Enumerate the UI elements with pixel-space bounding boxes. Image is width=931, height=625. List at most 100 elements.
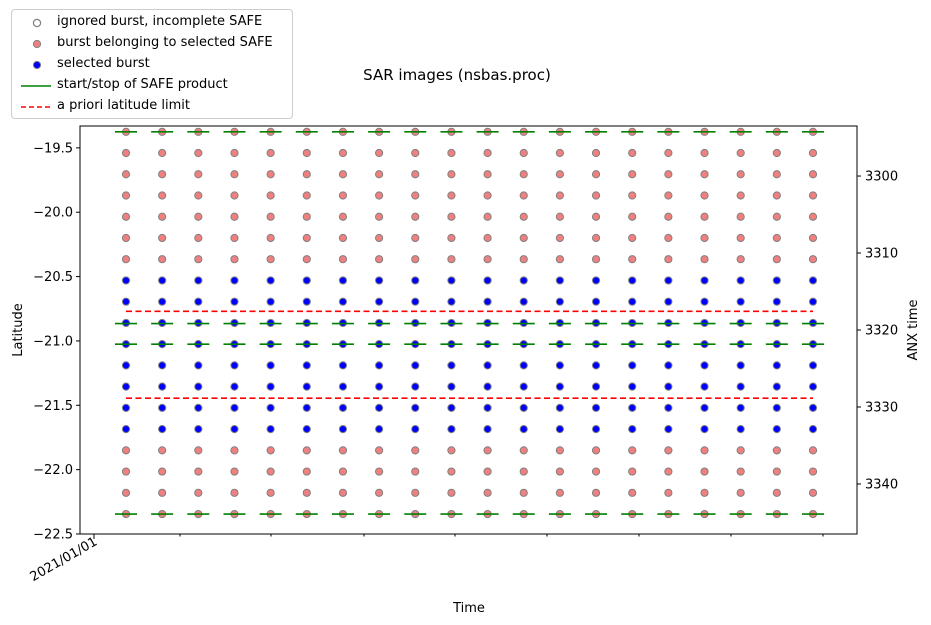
selected-burst-point: [266, 403, 275, 412]
legend-item-belonging: burst belonging to selected SAFE: [12, 33, 292, 54]
safe-burst-point: [411, 212, 420, 221]
safe-burst-point: [808, 255, 818, 264]
selected-burst-point: [230, 425, 239, 434]
selected-burst-point: [591, 382, 601, 391]
safe-burst-point: [411, 148, 420, 158]
selected-burst-point: [447, 276, 456, 285]
selected-burst-point: [121, 403, 131, 412]
safe-burst-point: [483, 191, 492, 200]
selected-burst-point: [700, 403, 709, 412]
selected-burst-point: [447, 403, 456, 412]
safe-burst-point: [411, 170, 420, 179]
selected-burst-point: [194, 425, 203, 434]
safe-burst-point: [519, 488, 528, 497]
selected-burst-point: [158, 276, 167, 285]
safe-burst-point: [447, 191, 456, 200]
y-axis-ticks: −19.5 −20.0 −20.5 −21.0 −21.5 −22.0 −22.5: [33, 141, 80, 543]
selected-burst-point: [266, 297, 275, 306]
safe-burst-point: [266, 488, 275, 497]
y-tick-label: −20.0: [33, 206, 73, 221]
safe-burst-point: [736, 488, 745, 497]
y2-axis-label: ANX time: [906, 299, 921, 360]
y-tick-label: −20.5: [33, 270, 73, 285]
safe-burst-point: [447, 233, 456, 243]
safe-burst-point: [411, 446, 420, 455]
safe-burst-point: [121, 170, 131, 179]
selected-burst-point: [266, 361, 275, 370]
selected-burst-point: [664, 403, 673, 412]
selected-burst-point: [158, 425, 167, 434]
selected-burst-point: [483, 297, 492, 306]
safe-burst-point: [483, 233, 492, 243]
safe-burst-point: [664, 148, 673, 158]
safe-burst-point: [591, 212, 601, 221]
safe-burst-point: [591, 233, 601, 243]
selected-burst-point: [591, 276, 601, 285]
safe-burst-point: [736, 170, 745, 179]
selected-burst-point: [519, 425, 528, 434]
safe-burst-point: [628, 148, 637, 158]
safe-burst-point: [700, 191, 709, 200]
selected-burst-point: [375, 403, 384, 412]
safe-burst-point: [375, 255, 384, 264]
safe-burst-point: [121, 148, 131, 158]
safe-burst-point: [483, 467, 492, 476]
safe-burst-point: [772, 148, 781, 158]
selected-burst-point: [375, 382, 384, 391]
safe-burst-point: [338, 212, 348, 221]
legend-label-apriori: a priori latitude limit: [57, 98, 190, 113]
selected-burst-point: [158, 361, 167, 370]
y2-tick-label: 3300: [865, 170, 898, 185]
safe-burst-point: [230, 148, 239, 158]
selected-burst-point: [483, 425, 492, 434]
selected-burst-point: [302, 403, 311, 412]
safe-burst-point: [591, 467, 601, 476]
safe-burst-point: [447, 467, 456, 476]
safe-burst-point: [700, 255, 709, 264]
selected-burst-point: [483, 382, 492, 391]
selected-burst-point: [121, 425, 131, 434]
selected-burst-point: [194, 361, 203, 370]
safe-burst-point: [736, 446, 745, 455]
selected-burst-point: [808, 276, 818, 285]
safe-burst-point: [628, 446, 637, 455]
selected-burst-point: [700, 361, 709, 370]
y-tick-label: −22.0: [33, 463, 73, 478]
safe-burst-point: [808, 446, 818, 455]
safe-burst-point: [121, 191, 131, 200]
x-axis-ticks: 2021/01/01: [28, 534, 824, 585]
safe-burst-point: [700, 233, 709, 243]
safe-burst-point: [194, 148, 203, 158]
safe-burst-point: [591, 488, 601, 497]
selected-burst-point: [338, 361, 348, 370]
selected-burst-point: [230, 297, 239, 306]
legend-item-start-stop: start/stop of SAFE product: [12, 75, 292, 96]
selected-burst-point: [158, 382, 167, 391]
selected-burst-point: [266, 425, 275, 434]
safe-burst-point: [375, 212, 384, 221]
selected-burst-point: [338, 425, 348, 434]
safe-burst-point: [375, 488, 384, 497]
safe-burst-point: [808, 467, 818, 476]
selected-burst-point: [519, 403, 528, 412]
selected-burst-point: [628, 276, 637, 285]
safe-burst-point: [519, 170, 528, 179]
selected-burst-point: [700, 297, 709, 306]
safe-burst-point: [230, 233, 239, 243]
green-line-icon: [21, 85, 51, 87]
safe-burst-point: [302, 233, 311, 243]
safe-burst-point: [700, 148, 709, 158]
safe-burst-point: [519, 212, 528, 221]
safe-burst-point: [302, 212, 311, 221]
safe-burst-point: [555, 255, 564, 264]
selected-burst-point: [338, 276, 348, 285]
safe-burst-point: [266, 467, 275, 476]
safe-burst-point: [302, 255, 311, 264]
selected-burst-point: [447, 297, 456, 306]
salmon-circle-marker-icon: [32, 39, 42, 49]
safe-burst-point: [483, 255, 492, 264]
safe-burst-point: [555, 148, 564, 158]
safe-burst-point: [483, 212, 492, 221]
selected-burst-point: [483, 361, 492, 370]
selected-burst-point: [519, 297, 528, 306]
